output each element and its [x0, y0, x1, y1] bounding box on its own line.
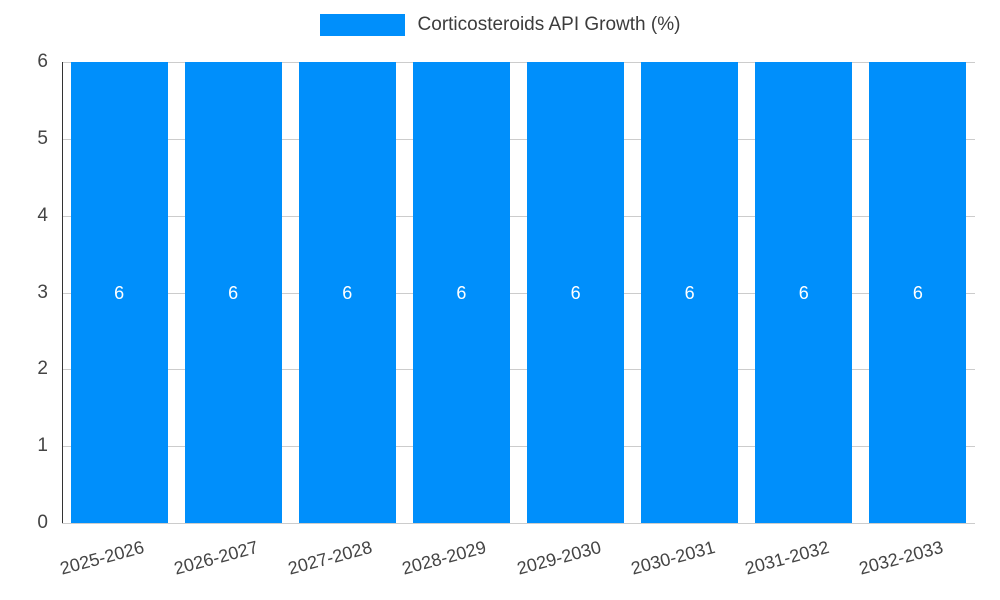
y-tick-label: 6: [37, 51, 48, 72]
bar: [641, 62, 739, 523]
gridline: [62, 292, 975, 294]
y-tick-label: 5: [37, 127, 48, 149]
gridline: [62, 369, 975, 371]
bar-value-label: 6: [570, 282, 581, 303]
bar-value-label: 6: [342, 282, 353, 303]
bar-value-label: 6: [798, 282, 809, 303]
bar: [298, 62, 396, 523]
y-tick-label: 2: [37, 358, 48, 380]
bar-value-label: 6: [114, 282, 125, 303]
legend-swatch: [319, 14, 405, 36]
gridline: [62, 446, 975, 448]
bar-value-label: 6: [684, 282, 695, 303]
gridline: [62, 523, 975, 524]
gridline: [62, 215, 975, 217]
bar-value-label: 6: [228, 282, 239, 303]
bar: [70, 62, 168, 523]
y-tick-label: 4: [37, 204, 48, 226]
bar: [527, 62, 625, 523]
y-tick-label: 0: [37, 512, 48, 533]
legend-label: Corticosteroids API Growth (%): [417, 14, 681, 35]
bar: [184, 62, 282, 523]
bar: [869, 62, 967, 523]
gridline: [62, 62, 975, 63]
bar: [755, 62, 853, 523]
bar-value-label: 6: [456, 282, 467, 303]
y-axis-line: [62, 62, 63, 523]
y-tick-label: 3: [37, 281, 48, 303]
y-tick-label: 1: [37, 435, 48, 457]
bar-value-label: 6: [912, 282, 923, 303]
legend: Corticosteroids API Growth (%): [0, 14, 1000, 36]
gridline: [62, 138, 975, 140]
bar: [412, 62, 510, 523]
